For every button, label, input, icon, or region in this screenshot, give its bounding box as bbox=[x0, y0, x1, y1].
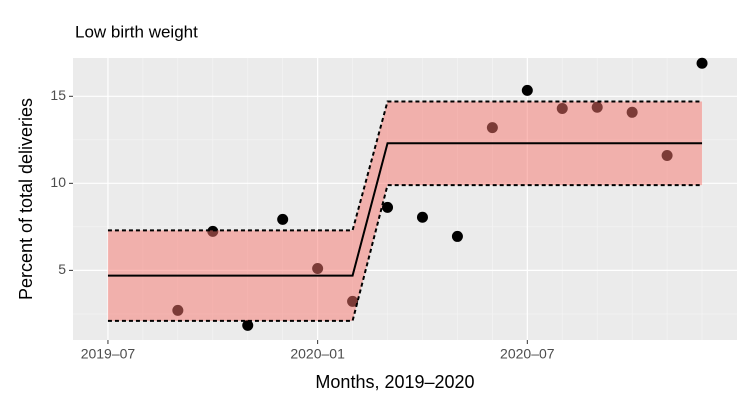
point bbox=[696, 57, 708, 69]
point bbox=[521, 84, 533, 96]
x-tick-label: 2019–07 bbox=[81, 346, 136, 362]
y-axis-label: Percent of total deliveries bbox=[16, 98, 36, 300]
chart-title: Low birth weight bbox=[75, 22, 198, 41]
point bbox=[451, 230, 463, 242]
y-tick-label: 10 bbox=[50, 174, 66, 190]
lower-line bbox=[107, 184, 703, 322]
point bbox=[277, 213, 289, 225]
point bbox=[242, 319, 254, 331]
upper-line bbox=[107, 100, 703, 232]
confidence-band bbox=[107, 101, 703, 321]
center-line bbox=[107, 142, 703, 277]
y-tick-label: 5 bbox=[58, 261, 66, 277]
x-tick-label: 2020–01 bbox=[290, 346, 345, 362]
x-tick-label: 2020–07 bbox=[500, 346, 555, 362]
point bbox=[416, 211, 428, 223]
x-axis-label: Months, 2019–2020 bbox=[315, 372, 474, 392]
y-tick-label: 15 bbox=[50, 87, 66, 103]
point bbox=[382, 201, 394, 213]
